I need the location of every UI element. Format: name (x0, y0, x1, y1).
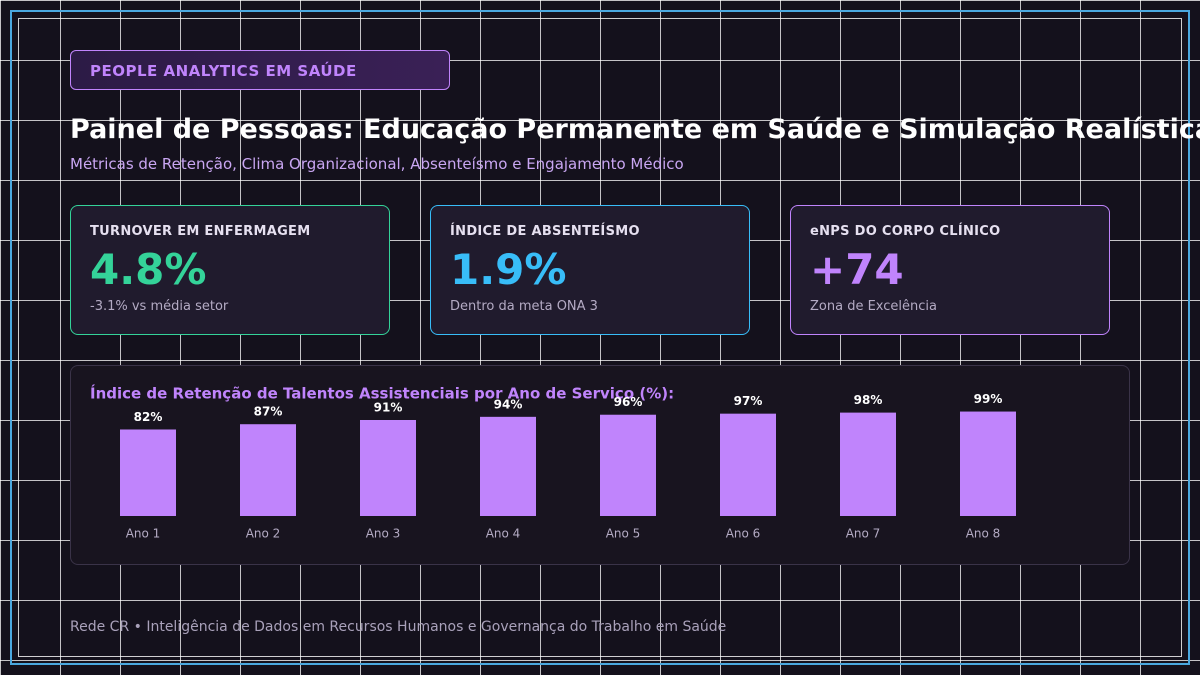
bar (360, 419, 416, 516)
bar (840, 412, 896, 516)
x-tick-label: Ano 7 (846, 527, 881, 541)
footer: Rede CR • Inteligência de Dados em Recur… (70, 619, 727, 635)
value-label: 98% (854, 393, 883, 407)
x-tick-label: Ano 2 (246, 527, 281, 541)
x-tick-label: Ano 4 (486, 527, 521, 541)
bar (480, 416, 536, 516)
value-label: 82% (134, 410, 163, 424)
bar (720, 413, 776, 516)
chart-title: Índice de Retenção de Talentos Assistenc… (90, 384, 674, 403)
x-tick-label: Ano 6 (726, 527, 761, 541)
x-tick-label: Ano 1 (126, 527, 161, 541)
kpi-label: TURNOVER EM ENFERMAGEM (90, 224, 311, 239)
value-label: 99% (974, 392, 1003, 406)
kpi-note: Zona de Excelência (810, 299, 937, 314)
kpi-card: eNPS DO CORPO CLÍNICO +74 Zona de Excelênc… (790, 205, 1110, 335)
badge: PEOPLE ANALYTICS EM SAÚDE (70, 50, 450, 90)
bar (120, 429, 176, 516)
page-title: Painel de Pessoas: Educação Permanente e… (70, 114, 1200, 145)
value-label: 97% (734, 394, 763, 408)
value-label: 87% (254, 405, 283, 419)
x-tick-label: Ano 5 (606, 527, 641, 541)
kpi-card: ÍNDICE DE ABSENTEÍSMO 1.9% Dentro da meta … (430, 205, 750, 335)
value-label: 94% (494, 397, 523, 411)
bar (960, 411, 1016, 516)
frame-inner (18, 18, 1182, 657)
chart-panel: Índice de Retenção de Talentos Assistenc… (70, 365, 1130, 565)
kpi-value: 4.8% (90, 245, 207, 294)
chart: Índice de Retenção de Talentos Assistenc… (90, 384, 1016, 541)
x-tick-label: Ano 8 (966, 527, 1001, 541)
value-label: 91% (374, 400, 403, 414)
bar (600, 414, 656, 516)
value-label: 96% (614, 395, 643, 409)
page-subtitle: Métricas de Retenção, Clima Organizacion… (70, 155, 684, 173)
frame-outer (10, 10, 1190, 665)
kpi-value: +74 (810, 245, 904, 294)
kpi-label: ÍNDICE DE ABSENTEÍSMO (450, 224, 640, 239)
kpi-card: TURNOVER EM ENFERMAGEM 4.8% -3.1% vs média… (70, 205, 390, 335)
kpi-value: 1.9% (450, 245, 567, 294)
kpi-note: -3.1% vs média setor (90, 299, 229, 314)
kpi-note: Dentro da meta ONA 3 (450, 299, 598, 314)
bar (240, 424, 296, 516)
kpi-label: eNPS DO CORPO CLÍNICO (810, 224, 1001, 239)
x-tick-label: Ano 3 (366, 527, 401, 541)
